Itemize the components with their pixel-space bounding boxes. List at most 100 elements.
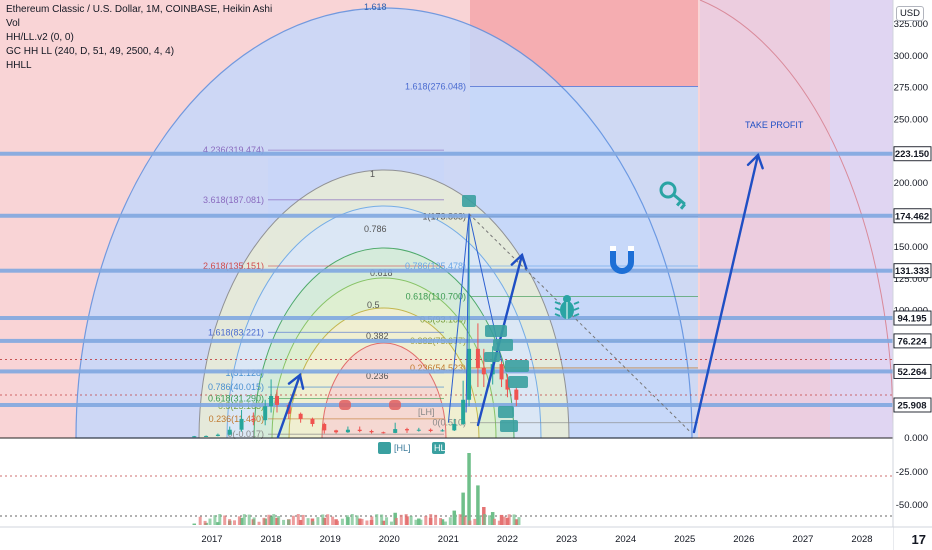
volume-bar (228, 519, 232, 525)
fib-arc-label: 1.618 (364, 2, 387, 12)
fib-arc-right (699, 0, 894, 439)
volume-bar (239, 517, 244, 525)
volume-bar (380, 514, 384, 525)
bug-icon (554, 295, 580, 319)
volume-bar (505, 517, 510, 525)
y-tick-label: 250.000 (894, 115, 928, 126)
signal-block (508, 376, 528, 388)
price-tag-front (893, 397, 932, 413)
volume-bar (514, 519, 519, 525)
x-tick-label: 2017 (201, 534, 222, 545)
chart-legend: Ethereum Classic / U.S. Dollar, 1M, COIN… (6, 3, 272, 73)
volume-bar (478, 515, 482, 525)
volume-bar (298, 519, 303, 525)
volume-bar (306, 518, 310, 525)
price-line (0, 369, 893, 374)
volume-bar (321, 514, 325, 525)
volume-bar (233, 520, 237, 525)
candle-body (481, 367, 486, 375)
candle-body (499, 364, 504, 380)
price-tag-front-label: 76.224 (897, 336, 927, 347)
candle-body (322, 423, 327, 431)
signal-block (500, 420, 518, 432)
price-tag-front-label: 174.462 (895, 211, 929, 222)
candle-body (428, 429, 433, 431)
dashed-trendline (468, 213, 691, 432)
volume-bar (502, 516, 506, 525)
volume-bar (507, 514, 511, 525)
x-tick-label: 2022 (497, 534, 518, 545)
volume-bars (192, 453, 521, 525)
volume-bar (417, 518, 421, 525)
candle-body (452, 423, 457, 431)
candle-body (505, 379, 510, 390)
legend-indicator-gc-hhll[interactable]: GC HH LL (240, D, 51, 49, 2500, 4, 4) (6, 46, 175, 57)
signal-block (485, 325, 507, 337)
volume-bar (357, 518, 362, 525)
fib-arc-label: 1 (370, 169, 375, 179)
x-tick-label: 2019 (320, 534, 341, 545)
volume-bar (277, 516, 281, 525)
volume-bar (517, 517, 521, 525)
currency-selector[interactable]: USD (895, 6, 924, 21)
legend-indicator-hhll[interactable]: HHLL (6, 60, 32, 71)
volume-bar (237, 516, 241, 525)
volume-bar (340, 518, 344, 525)
volume-bar (434, 514, 438, 525)
tradingview-logo: 17 (911, 532, 926, 547)
volume-bar (360, 518, 364, 525)
volume-bar (336, 520, 340, 525)
candle-body (514, 389, 519, 400)
volume-bar (296, 514, 300, 525)
y-tick-label: -25.000 (896, 467, 928, 478)
volume-bar (350, 514, 354, 525)
candle-body (393, 429, 398, 433)
price-tag-front-label: 25.908 (897, 400, 926, 411)
price-line (0, 268, 893, 273)
price-line (0, 402, 893, 407)
signal-red-block (389, 400, 401, 410)
fib-arc-label: 0.5 (367, 300, 380, 310)
legend-indicator-vol[interactable]: Vol (6, 18, 20, 29)
drawings: TAKE PROFIT [HL] HL [LH] (276, 120, 804, 454)
volume-bar (345, 515, 349, 525)
candle-body (269, 395, 274, 407)
candle-body (310, 418, 315, 424)
fib-level-left-label: 4.236(319.474) (203, 145, 264, 155)
candle-body (239, 418, 244, 430)
arrow-2018 (276, 373, 302, 439)
hl-badge-2020-box (378, 442, 391, 454)
x-tick-label: 2027 (792, 534, 813, 545)
volume-bar (409, 515, 413, 525)
volume-bar (311, 521, 315, 525)
lh-label: [LH] (418, 407, 435, 417)
fib-level-right-label: 0(0.510) (432, 418, 466, 428)
volume-bar (424, 515, 428, 525)
volume-bar (365, 520, 369, 525)
price-line (0, 213, 893, 218)
fib-level-right-label: 0.786(135.478) (405, 261, 466, 271)
candles (192, 213, 519, 438)
volume-bar (370, 516, 374, 525)
hl-badge-2021-label: HL (434, 443, 446, 453)
volume-bar (476, 485, 480, 525)
x-axis-bg (0, 527, 893, 550)
candle-body (345, 429, 350, 433)
price-tag-front-label: 131.333 (895, 266, 929, 277)
candle-body (204, 435, 209, 437)
volume-bar (414, 519, 418, 525)
x-tick-label: 2024 (615, 534, 636, 545)
volume-bar (213, 515, 217, 525)
volume-bar (355, 515, 359, 525)
legend-indicator-hhll-v2[interactable]: HH/LL.v2 (0, 0) (6, 32, 74, 43)
volume-bar (440, 519, 445, 525)
magnet-icon (610, 246, 634, 274)
candle-body (381, 432, 386, 434)
volume-bar (331, 516, 335, 525)
price-line (0, 338, 893, 343)
volume-bar (463, 516, 467, 525)
volume-bar (399, 514, 403, 525)
signal-block (498, 406, 514, 418)
x-tick-label: 2028 (851, 534, 872, 545)
